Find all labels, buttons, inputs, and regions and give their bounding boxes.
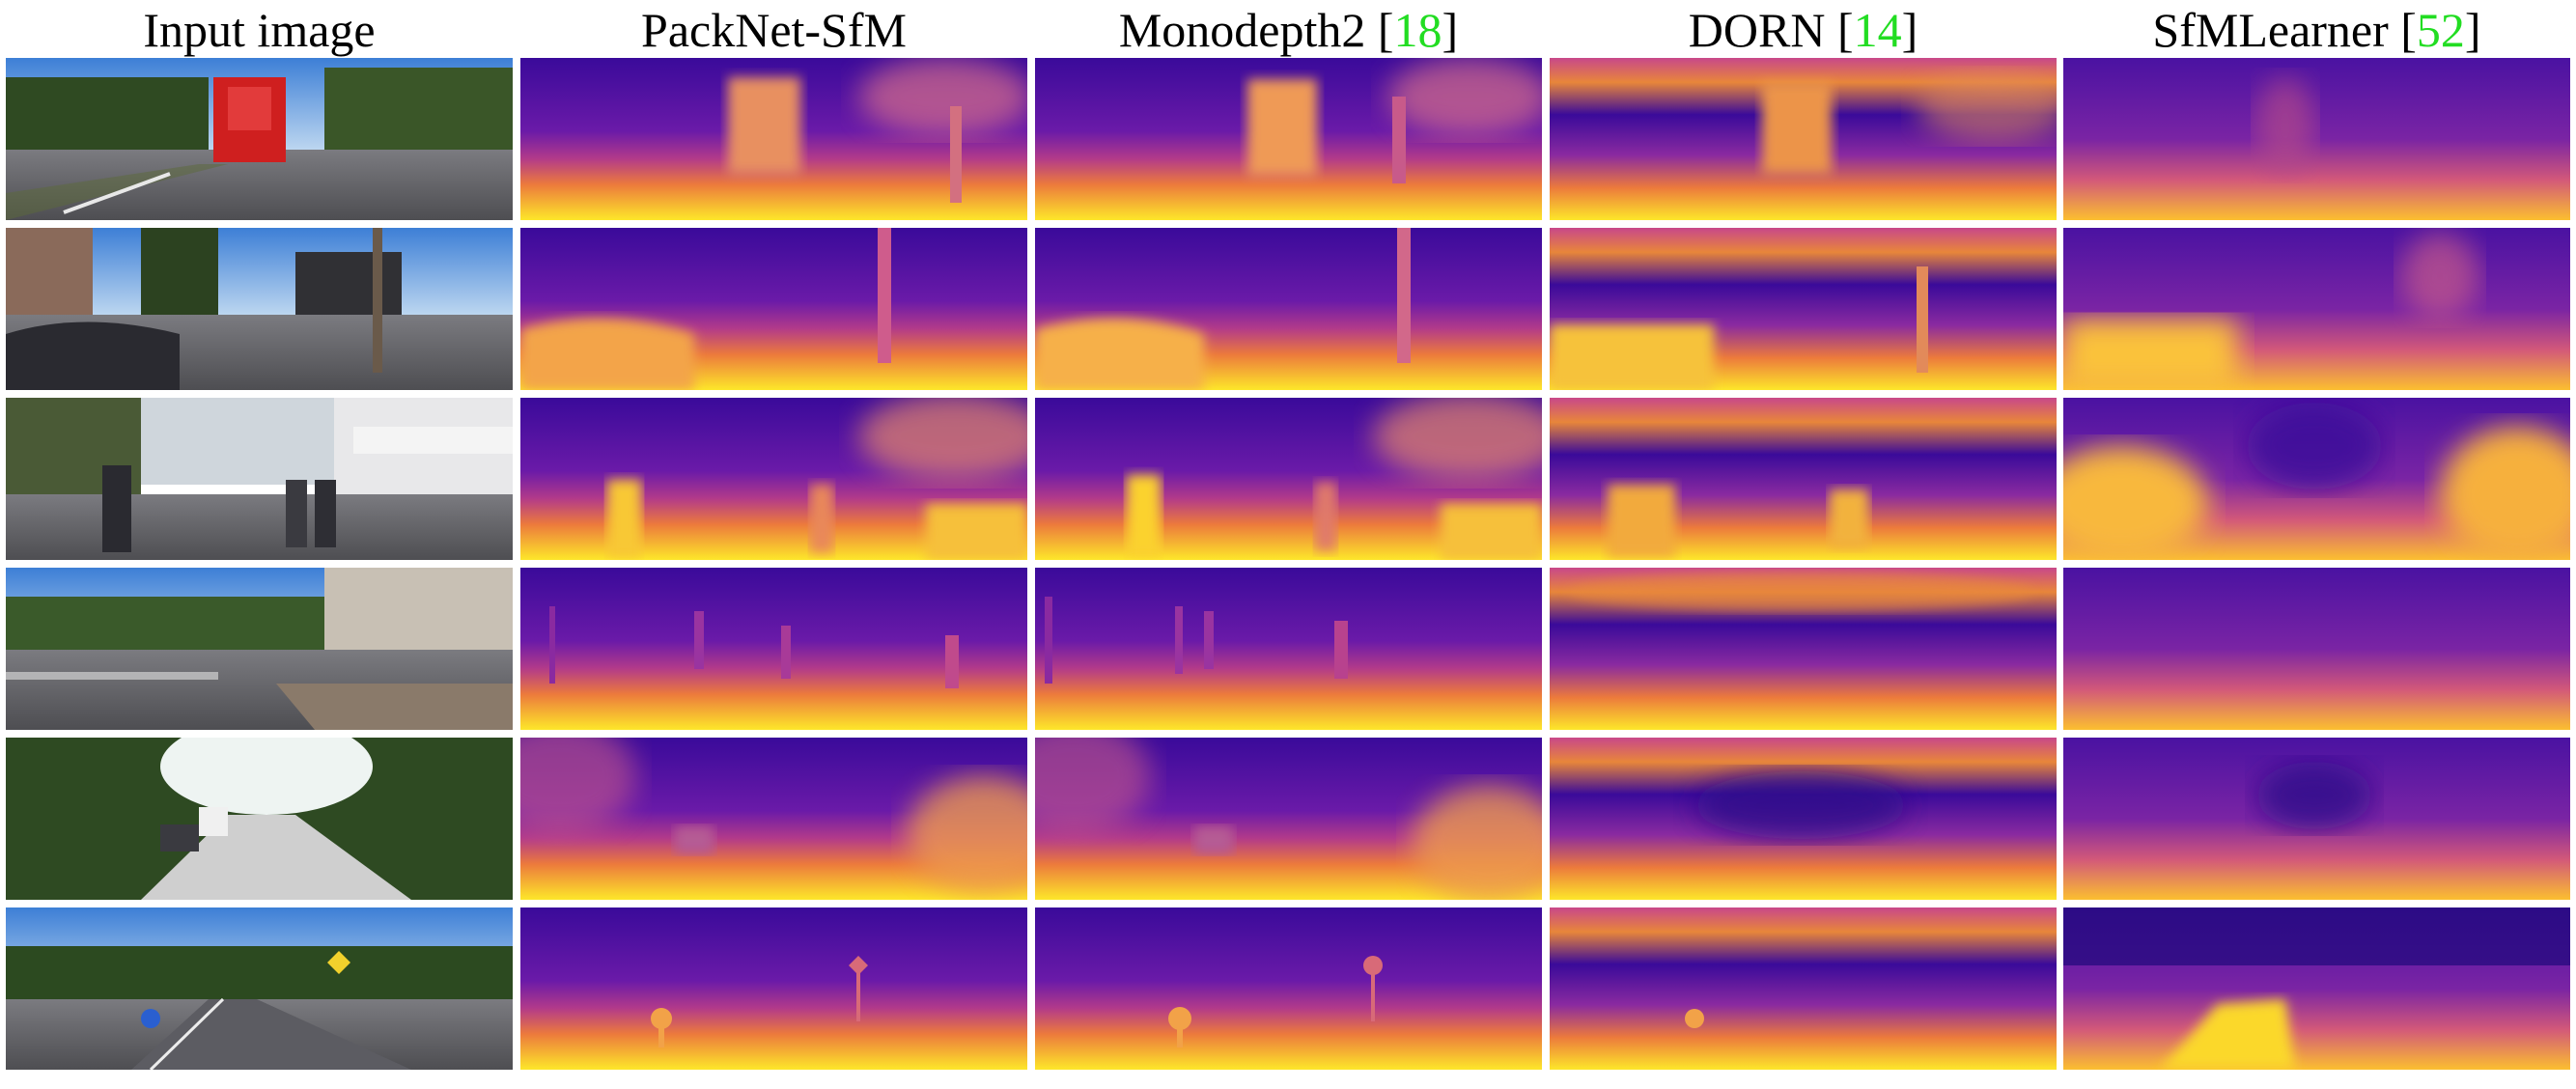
depth-map-dorn-row-2 [1550,228,2057,390]
column-header-sfmlearner-label: SfMLearner [2152,3,2389,57]
depth-map-packnet-row-5 [520,738,1027,900]
depth-map-sfmlearner-row-4 [2063,568,2570,730]
citation-dorn: 14 [1853,3,1902,57]
input-image-row-6 [6,908,513,1070]
column-header-monodepth2: Monodepth2 [18] [1118,3,1459,57]
depth-map-monodepth2-row-3 [1035,398,1542,560]
depth-map-sfmlearner-row-1 [2063,58,2570,220]
depth-map-dorn-row-5 [1550,738,2057,900]
depth-map-monodepth2-row-4 [1035,568,1542,730]
input-image-row-4 [6,568,513,730]
column-header-monodepth2-label: Monodepth2 [1118,3,1366,57]
input-image-row-1 [6,58,513,220]
citation-sfmlearner: 52 [2416,3,2465,57]
column-header-input: Input image [6,0,513,57]
depth-map-packnet-row-1 [520,58,1027,220]
depth-map-sfmlearner-row-6 [2063,908,2570,1070]
column-header-dorn: DORN [14] [1688,3,1918,57]
depth-map-sfmlearner-row-2 [2063,228,2570,390]
depth-map-monodepth2-row-2 [1035,228,1542,390]
depth-map-packnet-row-3 [520,398,1027,560]
depth-map-dorn-row-4 [1550,568,2057,730]
depth-map-monodepth2-row-5 [1035,738,1542,900]
input-image-row-3 [6,398,513,560]
citation-monodepth2: 18 [1393,3,1442,57]
depth-map-monodepth2-row-6 [1035,908,1542,1070]
column-header-dorn-label: DORN [1688,3,1826,57]
depth-map-sfmlearner-row-5 [2063,738,2570,900]
column-header-packnet: PackNet-SfM [520,0,1027,57]
column-header-input-label: Input image [143,3,376,57]
depth-map-sfmlearner-row-3 [2063,398,2570,560]
depth-map-packnet-row-4 [520,568,1027,730]
depth-map-dorn-row-1 [1550,58,2057,220]
input-image-row-5 [6,738,513,900]
depth-map-dorn-row-3 [1550,398,2057,560]
depth-map-monodepth2-row-1 [1035,58,1542,220]
input-image-row-2 [6,228,513,390]
depth-map-dorn-row-6 [1550,908,2057,1070]
depth-map-packnet-row-2 [520,228,1027,390]
column-header-packnet-label: PackNet-SfM [641,3,907,57]
depth-map-packnet-row-6 [520,908,1027,1070]
column-header-sfmlearner: SfMLearner [52] [2152,3,2481,57]
